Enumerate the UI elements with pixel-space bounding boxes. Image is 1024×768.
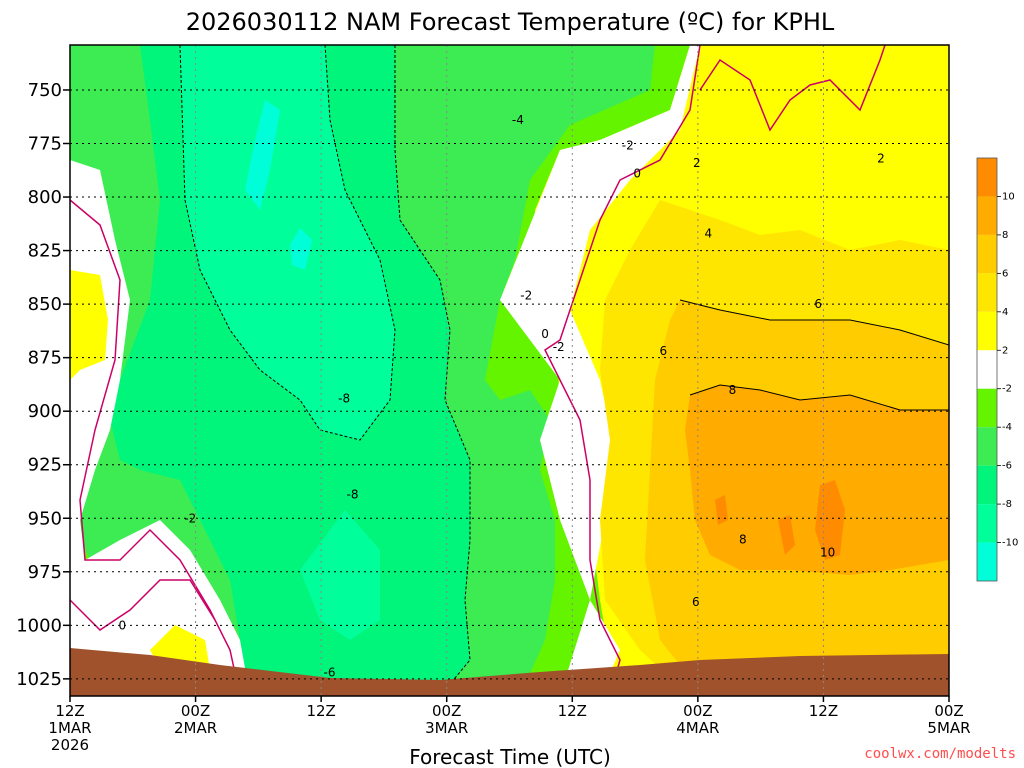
field-warm-8: [685, 385, 949, 575]
colorbar-swatch: [977, 465, 997, 505]
x-tick-label: 00Z: [432, 702, 461, 720]
contour-label: 2: [693, 156, 701, 170]
y-tick-label: 775: [28, 134, 62, 155]
colorbar-label: -10: [1002, 538, 1018, 549]
field-cold-minus10-low: [300, 510, 380, 640]
x-tick-label: 12Z: [809, 702, 838, 720]
colorbar-label: 6: [1002, 268, 1008, 279]
contour-minus8-dash: [179, 45, 396, 441]
contour-label: -2: [184, 511, 196, 525]
contour-label: -8: [347, 488, 359, 502]
field-cold-minus12-b: [290, 228, 312, 270]
contour-label: -8: [338, 391, 350, 405]
contour-two-top: [699, 45, 886, 132]
x-tick-label: 3MAR: [425, 719, 468, 737]
x-tick-label: 00Z: [683, 702, 712, 720]
contour-label: 8: [729, 383, 737, 397]
colorbar-label: -2: [1002, 384, 1012, 395]
y-tick-label: 875: [28, 348, 62, 369]
contour-label: 0: [541, 327, 549, 341]
x-axis-label: Forecast Time (UTC): [409, 745, 611, 768]
x-tick-label: 5MAR: [927, 719, 970, 737]
field-white-front: [500, 45, 700, 696]
field-warm-10c: [715, 495, 728, 525]
colorbar-swatch: [977, 158, 997, 197]
field-white-left: [70, 160, 250, 696]
x-tick-label: 12Z: [306, 702, 335, 720]
colorbar-label: -6: [1002, 461, 1012, 472]
y-tick-label: 1000: [16, 615, 62, 636]
contour-label: -2: [622, 139, 634, 153]
contour-label: 2: [877, 151, 885, 165]
x-tick-label: 12Z: [55, 702, 84, 720]
colorbar-label: 2: [1002, 345, 1008, 356]
colorbar-swatch: [977, 350, 997, 389]
contour-label: 0: [633, 166, 641, 180]
colorbar-frame: [976, 157, 998, 582]
y-axis: 750 775 800 825 850 875 900 925 950 975 1000 1025: [16, 80, 70, 690]
contour-label: 0: [119, 618, 127, 632]
terrain: [70, 648, 949, 696]
y-tick-label: 950: [28, 508, 62, 529]
field-warm-10: [815, 480, 845, 560]
y-tick-label: 800: [28, 187, 62, 208]
field-cold-minus12-a: [245, 100, 280, 210]
contour-label: -4: [512, 113, 524, 127]
contour-label: 8: [739, 533, 747, 547]
contour-label: 10: [820, 546, 835, 560]
x-tick-label: 4MAR: [676, 719, 719, 737]
colorbar-label: 10: [1002, 191, 1015, 202]
plot-fields: [70, 45, 949, 696]
contour-label-layer: -4 -2 0 2 2 4 -2 0 -2 6 6 8 -8 -8 -2 8 10 0 6 -6: [119, 113, 885, 679]
chart-title: 2026030112 NAM Forecast Temperature (ºC)…: [186, 8, 835, 36]
y-tick-label: 900: [28, 401, 62, 422]
colorbar: 10 8 6 4 2 -2 -4 -6 -8 -10: [976, 157, 1018, 582]
colorbar-swatch: [977, 504, 997, 543]
plot-frame: [69, 44, 950, 697]
contour-warm-8: [689, 384, 949, 411]
contour-zero-left: [70, 199, 241, 696]
y-tick-label: 825: [28, 241, 62, 262]
contour-label: -6: [324, 665, 336, 679]
contour-label: -2: [553, 340, 565, 354]
contour-label: 6: [660, 344, 668, 358]
grid-layer: [69, 45, 950, 696]
colorbar-label: 4: [1002, 307, 1008, 318]
credit-text: coolwx.com/modelts: [864, 746, 1016, 762]
y-tick-label: 925: [28, 455, 62, 476]
contour-label: 6: [814, 297, 822, 311]
y-tick-label: 975: [28, 562, 62, 583]
contour-zero-front: [544, 45, 701, 696]
x-tick-label: 00Z: [181, 702, 210, 720]
field-yellow-left: [70, 270, 108, 380]
colorbar-label: -8: [1002, 499, 1012, 510]
colorbar-swatch: [977, 196, 997, 235]
contour-label: 4: [705, 226, 713, 240]
y-tick-label: 850: [28, 294, 62, 315]
colorbar-swatch: [977, 234, 997, 274]
y-tick-label: 750: [28, 80, 62, 101]
contour-warm-6: [679, 299, 949, 346]
field-yellow-topright: [905, 45, 949, 190]
x-tick-label: 1MAR: [48, 719, 91, 737]
x-tick-label: 12Z: [558, 702, 587, 720]
colorbar-swatch: [977, 311, 997, 351]
colorbar-label: 8: [1002, 230, 1008, 241]
colorbar-swatch: [977, 388, 997, 428]
contour-label: 6: [692, 595, 700, 609]
colorbar-swatch: [977, 542, 997, 581]
x-tick-label: 2MAR: [174, 719, 217, 737]
colorbar-swatch: [977, 273, 997, 312]
contour-minus2-dash: [394, 45, 471, 696]
field-warm-10b: [778, 515, 795, 555]
x-tick-label: 2026: [51, 736, 89, 754]
y-tick-label: 1025: [16, 669, 62, 690]
contour-label: -2: [520, 289, 532, 303]
colorbar-swatch: [977, 427, 997, 466]
colorbar-label: -4: [1002, 422, 1012, 433]
x-tick-label: 00Z: [934, 702, 963, 720]
